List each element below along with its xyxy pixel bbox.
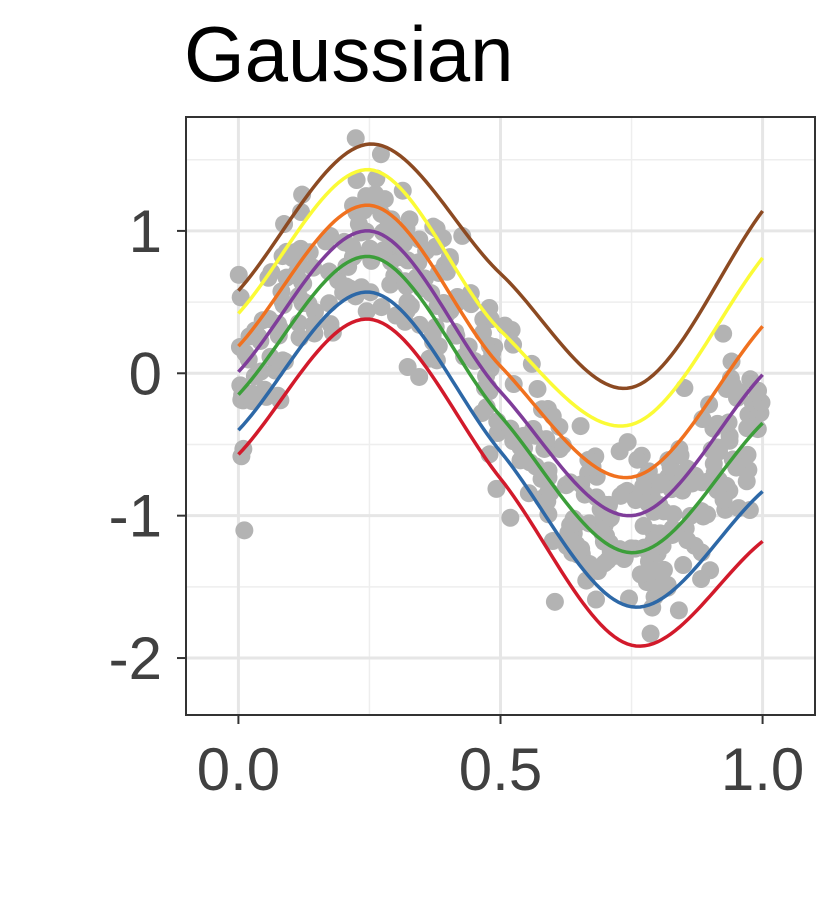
scatter-point	[740, 501, 759, 520]
scatter-point	[357, 187, 376, 206]
scatter-point	[722, 352, 741, 371]
scatter-point	[610, 442, 629, 461]
scatter-point	[346, 129, 365, 148]
scatter-point	[586, 590, 605, 609]
quantile-line-5	[237, 254, 764, 555]
scatter-point	[383, 220, 402, 239]
scatter-point	[620, 589, 639, 608]
scatter-point	[641, 624, 660, 643]
scatter-point	[511, 438, 530, 457]
scatter-point	[631, 565, 650, 584]
quantile-lines	[237, 142, 764, 648]
scatter-point	[659, 451, 678, 470]
scatter-point	[360, 239, 379, 258]
quantile-line-2	[237, 167, 764, 428]
scatter-point	[339, 257, 358, 276]
scatter-point	[571, 417, 590, 436]
chart-title: Gaussian	[184, 10, 514, 98]
scatter-point	[714, 324, 733, 343]
scatter-point	[235, 521, 254, 540]
scatter-point	[398, 358, 417, 377]
scatter-point	[704, 454, 723, 473]
quantile-line-7	[237, 317, 764, 648]
quantile-line-6	[237, 290, 764, 609]
scatter-point	[628, 450, 647, 469]
scatter-point	[349, 214, 368, 233]
quantile-line-4	[237, 229, 764, 518]
x-tick-label: 1.0	[721, 736, 804, 803]
scatter-point	[651, 475, 670, 494]
scatter-point	[663, 519, 682, 538]
scatter-point	[678, 459, 697, 478]
scatter-point	[231, 288, 250, 307]
scatter-point	[381, 275, 400, 294]
x-tick-label: 0.5	[459, 736, 542, 803]
y-tick-label: -1	[109, 483, 162, 550]
scatter-point	[357, 302, 376, 321]
y-tick-label: 0	[129, 340, 162, 407]
scatter-point	[567, 535, 586, 554]
scatter-point	[269, 326, 288, 345]
quantile-line-3	[237, 203, 764, 480]
scatter-point	[487, 479, 506, 498]
scatter-point	[649, 562, 668, 581]
scatter-point	[727, 458, 746, 477]
scatter-point	[400, 210, 419, 229]
scatter-point	[653, 536, 672, 555]
scatter-point	[374, 241, 393, 260]
scatter-point	[539, 505, 558, 524]
scatter-point	[323, 323, 342, 342]
scatter-point	[453, 226, 472, 245]
scatter-point	[669, 601, 688, 620]
x-tick-label: 0.0	[197, 736, 280, 803]
scatter-point	[654, 502, 673, 521]
scatter-point	[692, 570, 711, 589]
scatter-point	[304, 315, 323, 334]
scatter-point	[347, 171, 366, 190]
scatter-point	[371, 145, 390, 164]
scatter-point	[543, 407, 562, 426]
scatter-point	[398, 293, 417, 312]
axes: 0.0 0.5 1.0 1 0 -1 -2	[109, 198, 805, 803]
scatter-point	[674, 556, 693, 575]
scatter-point	[410, 315, 429, 334]
grid	[186, 117, 815, 715]
y-tick-label: 1	[129, 198, 162, 265]
scatter-point	[683, 474, 702, 493]
scatter-point	[372, 298, 391, 317]
y-tick-label: -2	[109, 625, 162, 692]
scatter-point	[528, 379, 547, 398]
scatter-point	[580, 555, 599, 574]
scatter-point	[501, 508, 520, 527]
scatter-point	[229, 265, 248, 284]
scatter-point	[286, 242, 305, 261]
scatter-point	[545, 592, 564, 611]
scatter-point	[293, 294, 312, 313]
quantile-line-1	[237, 142, 764, 391]
scatter-point	[698, 505, 717, 524]
scatter-point	[714, 490, 733, 509]
scatter-point	[561, 516, 580, 535]
scatter-point	[580, 514, 599, 533]
scatter-point	[424, 217, 443, 236]
scatter-point	[615, 550, 634, 569]
scatter-point	[447, 326, 466, 345]
scatter-point	[678, 531, 697, 550]
scatter-point	[504, 375, 523, 394]
scatter-point	[634, 516, 653, 535]
scatter-point	[737, 472, 756, 491]
